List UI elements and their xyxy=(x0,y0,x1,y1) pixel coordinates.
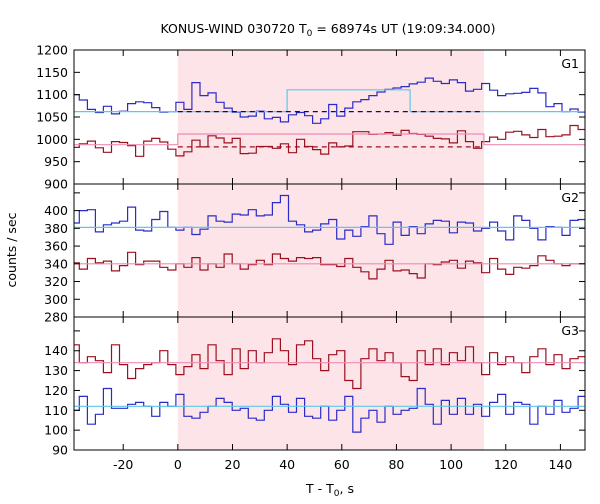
x-tick-label: 0 xyxy=(174,457,182,472)
x-tick-label: 60 xyxy=(334,457,350,472)
shaded-interval xyxy=(177,184,484,317)
y-tick-label: 360 xyxy=(44,239,68,254)
y-tick-label: 1150 xyxy=(36,65,68,80)
panel-label: G3 xyxy=(561,323,579,338)
x-axis-label-subscript: 0 xyxy=(334,489,340,499)
panel-g1: 900 950 1000 1050 1100 1150 1200 G1 xyxy=(36,43,586,192)
y-tick-label: 1200 xyxy=(36,43,68,58)
y-tick-label: 120 xyxy=(44,383,68,398)
shaded-interval xyxy=(177,50,484,184)
y-tick-label: 280 xyxy=(44,310,68,325)
y-tick-label: 300 xyxy=(44,292,68,307)
x-tick-label: -20 xyxy=(113,457,133,472)
y-axis-label: counts / sec xyxy=(4,212,19,287)
chart-title-rest: = 68974s UT (19:09:34.000) xyxy=(312,21,495,36)
x-axis-label-rest: , s xyxy=(340,481,354,496)
panel-data-g3 xyxy=(74,338,585,433)
y-tick-label: 90 xyxy=(52,443,68,458)
panel-label: G2 xyxy=(561,190,579,205)
y-tick-label: 1100 xyxy=(36,87,68,102)
y-tick-label: 1050 xyxy=(36,110,68,125)
x-tick-label: 80 xyxy=(388,457,404,472)
y-tick-label: 320 xyxy=(44,274,68,289)
y-tick-label: 130 xyxy=(44,363,68,378)
shaded-interval xyxy=(177,317,484,450)
chart-title-main: KONUS-WIND 030720 T xyxy=(160,21,306,36)
y-tick-label: 140 xyxy=(44,343,68,358)
series-red-g1 xyxy=(74,124,585,157)
panel-data-g1 xyxy=(74,77,585,157)
y-tick-label: 400 xyxy=(44,203,68,218)
x-axis-label: T - T0, s xyxy=(305,481,354,499)
x-tick-label: 140 xyxy=(548,457,572,472)
panel-label: G1 xyxy=(561,56,579,71)
x-tick-label: 40 xyxy=(279,457,295,472)
x-tick-label: 120 xyxy=(494,457,518,472)
series-blue-g1 xyxy=(74,77,585,124)
y-tick-label: 900 xyxy=(44,177,68,192)
x-tick-label: 100 xyxy=(439,457,463,472)
series-red-g3 xyxy=(74,338,585,390)
y-tick-label: 950 xyxy=(44,154,68,169)
panel-frame xyxy=(73,316,586,451)
chart-title-subscript: 0 xyxy=(307,29,313,39)
y-tick-label: 340 xyxy=(44,256,68,271)
panel-g3: 90 100 110 120 130 140 G3 -20 0 20 40 60 80 100 120 140 xyxy=(44,316,586,472)
y-tick-label: 1000 xyxy=(36,132,68,147)
y-tick-label: 380 xyxy=(44,221,68,236)
x-axis-label-main: T - T xyxy=(305,481,334,496)
panel-data-g2 xyxy=(74,194,585,280)
series-blue-g3 xyxy=(74,387,585,433)
panel-g2: 280 300 320 340 360 380 400 G2 xyxy=(44,183,586,325)
y-tick-label: 100 xyxy=(44,423,68,438)
chart-title: KONUS-WIND 030720 T0 = 68974s UT (19:09:… xyxy=(160,21,495,39)
background-pink-solid-g1 xyxy=(74,133,585,146)
x-tick-label: 20 xyxy=(225,457,241,472)
plot-layer: 90095010001050110011501200G1280300320340… xyxy=(36,43,586,472)
y-tick-label: 110 xyxy=(44,403,68,418)
